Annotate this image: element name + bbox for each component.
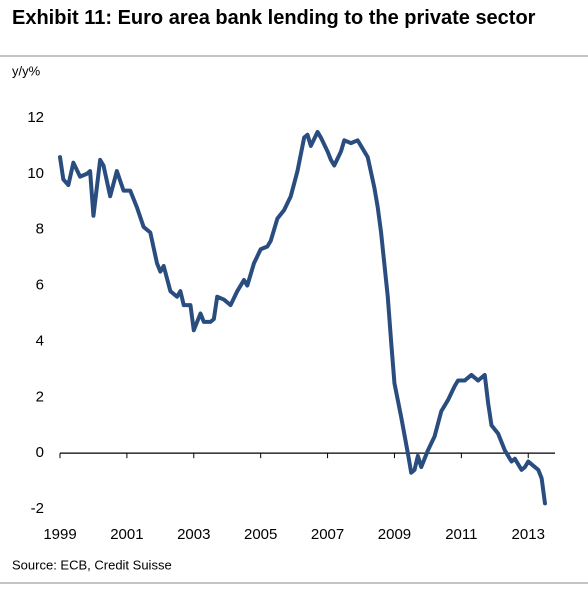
chart-title: Exhibit 11: Euro area bank lending to th…	[12, 7, 536, 29]
y-tick-label: 10	[27, 165, 44, 182]
y-tick-label: 4	[36, 332, 44, 349]
x-tick-label: 2005	[244, 526, 277, 543]
y-tick-label: 0	[36, 444, 44, 461]
y-tick-label: 8	[36, 221, 44, 238]
y-tick-label: 6	[36, 277, 44, 294]
y-tick-label: 12	[27, 109, 44, 126]
y-tick-label: -2	[31, 500, 44, 517]
y-axis-label: y/y%	[12, 63, 41, 78]
x-tick-label: 1999	[43, 526, 76, 543]
x-tick-label: 2009	[378, 526, 411, 543]
x-tick-label: 2013	[512, 526, 545, 543]
x-tick-label: 2007	[311, 526, 344, 543]
x-tick-label: 2011	[445, 526, 477, 543]
x-tick-label: 2001	[110, 526, 143, 543]
y-tick-label: 2	[36, 388, 44, 405]
source: Source: ECB, Credit Suisse	[12, 557, 172, 572]
data-line	[58, 129, 547, 506]
x-tick-label: 2003	[177, 526, 210, 543]
